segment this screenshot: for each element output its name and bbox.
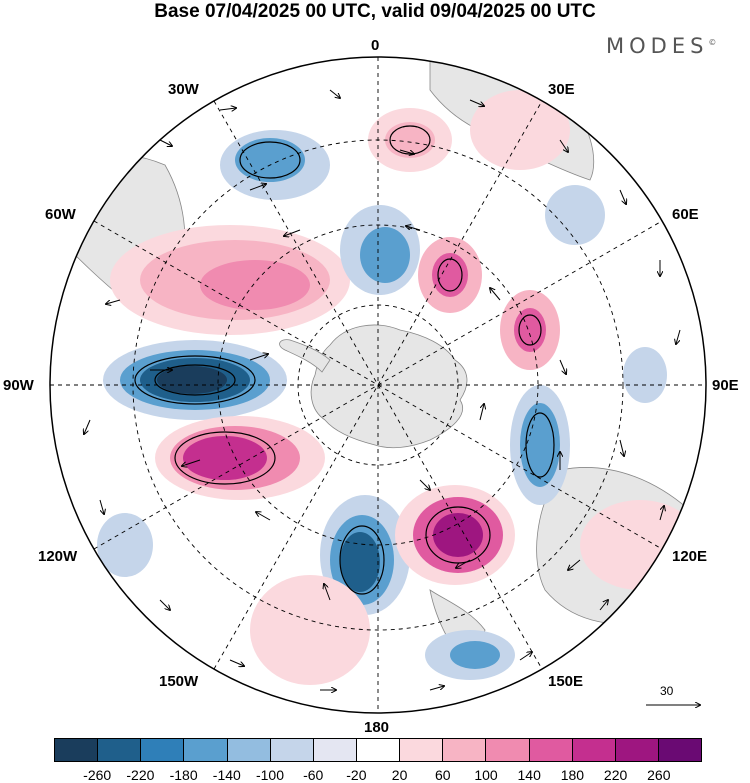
negative-anomaly-west (97, 513, 153, 577)
colorbar-segment (658, 739, 702, 761)
colorbar-tick-label: -100 (255, 767, 285, 783)
colorbar-ticks: -260 -220 -180 -140 -100 -60 -20 20 60 100 140 180 2… (54, 767, 702, 783)
colorbar-segment (184, 739, 228, 761)
colorbar-segment (615, 739, 659, 761)
colorbar-segment (529, 739, 573, 761)
graticule (50, 57, 706, 713)
colorbar-tick-label: -60 (303, 767, 324, 783)
colorbar-tick-label: 100 (474, 767, 498, 783)
negative-anomaly-far-east (623, 347, 667, 403)
colorbar-segment (98, 739, 142, 761)
colorbar-tick-label: 140 (517, 767, 541, 783)
lon-label-180: 180 (364, 719, 390, 736)
lon-label-60e: 60E (672, 206, 699, 223)
map-disk (50, 57, 706, 713)
positive-anomaly-australia (580, 500, 700, 590)
colorbar-tick-label: 180 (560, 767, 585, 783)
colorbar-segment (313, 739, 357, 761)
lon-label-120e: 120E (672, 548, 708, 565)
lon-label-90w: 90W (3, 377, 34, 394)
negative-anomaly-northeast (545, 185, 605, 245)
colorbar-segment (227, 739, 271, 761)
positive-anomaly-north (470, 90, 570, 170)
reference-vector-label: 30 (660, 684, 674, 698)
colorbar-segment (443, 739, 487, 761)
lon-label-30e: 30E (548, 81, 575, 98)
lon-label-30w: 30W (168, 81, 199, 98)
colorbar-tick-label: 20 (391, 767, 408, 783)
colorbar-tick-label: -220 (126, 767, 155, 783)
modes-logo: MODES© (606, 34, 716, 58)
colorbar-segment (572, 739, 616, 761)
wind-vectors (84, 89, 681, 690)
colorbar-segment (356, 739, 401, 761)
brand-text: MODES (606, 34, 709, 58)
lon-label-150e: 150E (548, 673, 584, 690)
colorbar-tick-label: -20 (346, 767, 367, 783)
colorbar-segment (400, 739, 444, 761)
map-title: Base 07/04/2025 00 UTC, valid 09/04/2025… (154, 1, 596, 22)
antarctic-peninsula (279, 339, 331, 373)
colorbar-segment (55, 739, 99, 761)
colorbar (54, 738, 702, 762)
lon-label-0: 0 (371, 37, 380, 54)
contour-lines (134, 125, 555, 595)
copyright-mark: © (708, 38, 717, 47)
positive-anomaly-southpacific (250, 575, 370, 685)
lon-label-60w: 60W (45, 206, 76, 223)
anomaly-field (97, 90, 700, 685)
colorbar-segment (486, 739, 530, 761)
lon-label-150w: 150W (159, 673, 199, 690)
polar-map (49, 56, 707, 714)
colorbar-tick-label: -140 (212, 767, 241, 783)
colorbar-tick-label: -260 (83, 767, 112, 783)
colorbar-tick-label: 260 (647, 767, 671, 783)
colorbar-segment (141, 739, 185, 761)
colorbar-tick-label: -180 (169, 767, 198, 783)
map-border (49, 56, 707, 714)
colorbar-segment (270, 739, 314, 761)
colorbar-tick-label: 220 (603, 767, 628, 783)
lon-label-90e: 90E (712, 377, 739, 394)
colorbar-tick-label: 60 (435, 767, 451, 783)
lon-label-120w: 120W (38, 548, 78, 565)
